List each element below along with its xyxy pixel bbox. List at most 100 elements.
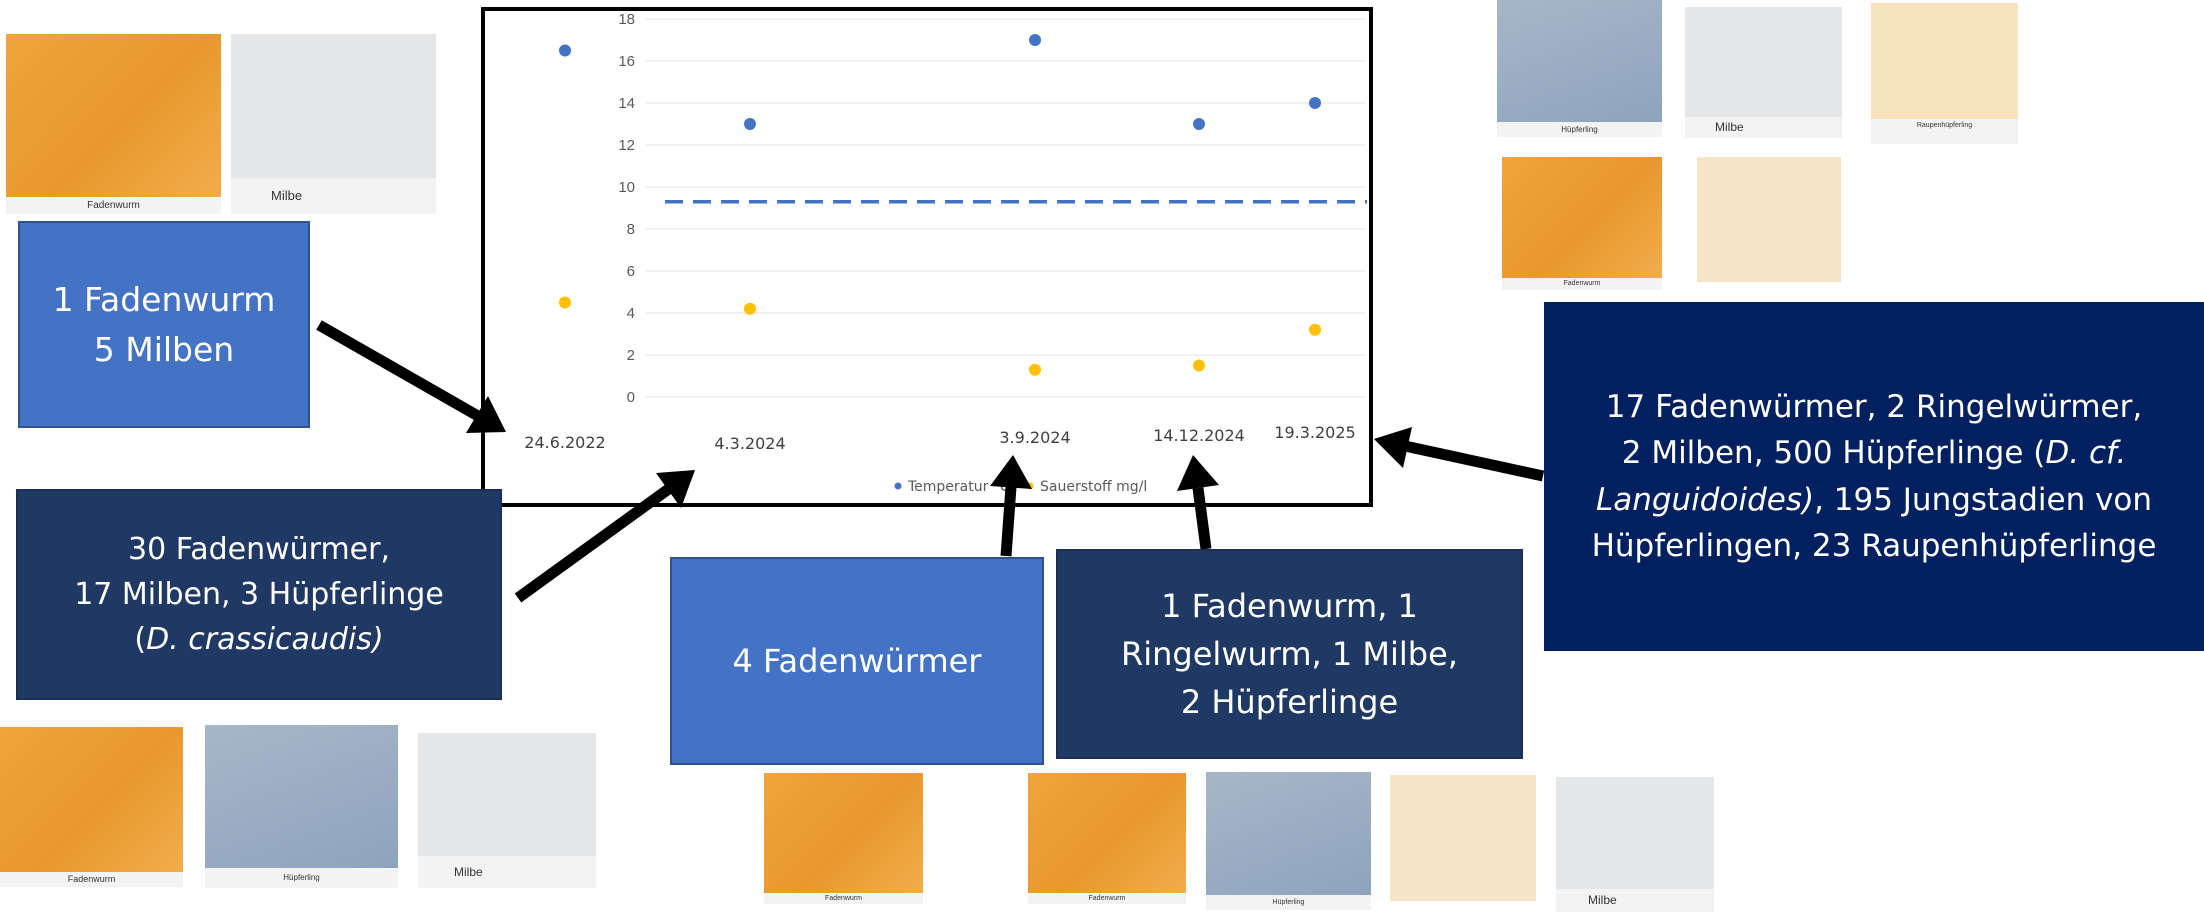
- observation-box-2025: 17 Fadenwürmer, 2 Ringelwürmer, 2 Milben…: [1544, 302, 2204, 651]
- temperature-point: [744, 118, 756, 130]
- mite-photo: [1556, 777, 1714, 889]
- box-line: 1 Fadenwurm, 1: [1161, 587, 1418, 625]
- annelid-photo: [1697, 157, 1841, 282]
- temperature-point: [1029, 34, 1041, 46]
- oxygen-point: [744, 302, 756, 315]
- box-line: 17 Milben, 3 Hüpferlinge: [74, 577, 444, 612]
- box-line: 4 Fadenwürmer: [732, 642, 982, 680]
- annelid-photo: [1390, 775, 1536, 901]
- thumb-huepferling: Hüpferling: [1497, 0, 1662, 137]
- thumb-fadenwurm: Fadenwurm: [1028, 773, 1186, 904]
- thumb-caption: Milbe: [271, 188, 303, 203]
- thumb-caption: Fadenwurm: [67, 874, 116, 884]
- thumb-ringelwurm: [1390, 775, 1536, 901]
- nematode-photo: [764, 773, 923, 893]
- thumb-milbe: Milbe: [418, 733, 596, 888]
- species-name: D. cf.: [2045, 435, 2127, 471]
- box-line: (: [134, 622, 147, 657]
- thumb-caption: Fadenwurm: [1088, 895, 1126, 902]
- thumb-caption: Milbe: [1588, 893, 1617, 907]
- copepod-photo: [1497, 0, 1662, 122]
- box-line: 5 Milben: [93, 329, 235, 369]
- mite-photo: [231, 34, 436, 178]
- y-tick-label: 4: [627, 305, 635, 322]
- mite-photo: [1685, 7, 1842, 117]
- thumb-raupenhuepferling: Raupenhüpferling: [1871, 3, 2018, 144]
- chart-svg: 0 2 4 6 8 10 12 14 16 18 24.6.2022 4.3.2024 3.9.2024…: [524, 11, 1367, 495]
- thumb-caption: Fadenwurm: [825, 895, 862, 902]
- thumb-milbe: Milbe: [1556, 777, 1714, 912]
- thumb-caption: Hüpferling: [1561, 125, 1598, 134]
- y-tick-label: 8: [627, 221, 635, 238]
- y-tick-label: 6: [627, 263, 635, 280]
- mite-photo: [418, 733, 596, 856]
- species-name: D. crassicaudis): [146, 622, 384, 657]
- temperature-point: [559, 44, 571, 57]
- box-line: 1 Fadenwurm: [52, 280, 276, 319]
- box-line: , 195 Jungstadien von: [1814, 481, 2153, 518]
- y-tick-label: 12: [618, 137, 635, 154]
- y-tick-label: 2: [627, 347, 635, 364]
- copepod-photo: [1206, 772, 1371, 895]
- temperature-point: [1193, 118, 1205, 130]
- thumb-caption: Milbe: [454, 865, 483, 879]
- observation-box-2024-09: 4 Fadenwürmer: [670, 557, 1044, 765]
- y-tick-label: 14: [618, 95, 635, 112]
- arrow-2025: [1374, 427, 1545, 482]
- thumb-caption: Fadenwurm: [87, 200, 140, 211]
- box-line: 30 Fadenwürmer,: [127, 532, 391, 567]
- temperature-point: [1309, 97, 1321, 109]
- arrow-2024-03: [514, 470, 695, 603]
- thumb-huepferling: Hüpferling: [1206, 772, 1371, 910]
- thumb-caption: Milbe: [1715, 120, 1744, 134]
- box-line: 2 Milben, 500 Hüpferlinge (: [1621, 435, 2046, 471]
- species-name: Languidoides): [1595, 481, 1815, 518]
- observation-box-2024-03: 30 Fadenwürmer, 17 Milben, 3 Hüpferlinge…: [16, 489, 502, 700]
- thumb-milbe: Milbe: [1685, 7, 1842, 138]
- arrow-2022: [316, 320, 506, 433]
- thumb-caption: Hüpferling: [283, 873, 320, 882]
- y-tick-label: 18: [618, 11, 635, 28]
- y-tick-label: 0: [627, 389, 635, 406]
- copepod-photo: [205, 725, 398, 868]
- box-line: 17 Fadenwürmer, 2 Ringelwürmer,: [1605, 388, 2143, 425]
- x-tick-label: 19.3.2025: [1274, 423, 1355, 442]
- legend-oxygen-label: Sauerstoff mg/l: [1040, 479, 1147, 495]
- legend-temperature-label: Temperatur °C: [907, 479, 1010, 495]
- nematode-photo: [1502, 157, 1662, 278]
- thumb-caption: Hüpferling: [1272, 899, 1305, 906]
- oxygen-point: [559, 296, 571, 309]
- arrow-2024-12: [1177, 455, 1219, 550]
- x-tick-label: 4.3.2024: [714, 434, 785, 453]
- y-tick-label: 10: [618, 179, 635, 196]
- nematode-photo: [6, 34, 221, 197]
- scatter-chart: 0 2 4 6 8 10 12 14 16 18 24.6.2022 4.3.2024 3.9.2024…: [481, 7, 1373, 507]
- thumb-ringelwurm: [1697, 157, 1841, 282]
- box-line: 2 Hüpferlinge: [1180, 683, 1399, 721]
- oxygen-point: [1309, 323, 1321, 336]
- oxygen-point: [1029, 363, 1041, 376]
- x-tick-label: 24.6.2022: [524, 433, 605, 452]
- y-tick-label: 16: [618, 53, 635, 70]
- thumb-huepferling: Hüpferling: [205, 725, 398, 888]
- oxygen-point: [1193, 359, 1205, 372]
- thumb-caption: Raupenhüpferling: [1916, 122, 1973, 129]
- thumb-fadenwurm: Fadenwurm: [764, 773, 923, 904]
- thumb-caption: Fadenwurm: [1563, 280, 1601, 287]
- observation-box-2024-12: 1 Fadenwurm, 1 Ringelwurm, 1 Milbe, 2 Hü…: [1056, 549, 1523, 759]
- x-tick-label: 14.12.2024: [1153, 426, 1245, 445]
- nematode-photo: [0, 727, 183, 872]
- legend-temperature-marker: [894, 482, 902, 490]
- thumb-fadenwurm: Fadenwurm: [0, 727, 183, 887]
- thumb-milbe: Milbe: [231, 34, 436, 214]
- arrow-2024-09: [990, 455, 1032, 557]
- caterpillar-copepod-photo: [1871, 3, 2018, 119]
- x-tick-label: 3.9.2024: [999, 428, 1070, 447]
- nematode-photo: [1028, 773, 1186, 893]
- thumb-fadenwurm: Fadenwurm: [1502, 157, 1662, 290]
- box-line: Ringelwurm, 1 Milbe,: [1121, 635, 1458, 673]
- box-line: Hüpferlingen, 23 Raupenhüpferlinge: [1591, 528, 2157, 564]
- observation-box-2022: 1 Fadenwurm 5 Milben: [18, 221, 310, 428]
- thumb-fadenwurm: Fadenwurm: [6, 34, 221, 214]
